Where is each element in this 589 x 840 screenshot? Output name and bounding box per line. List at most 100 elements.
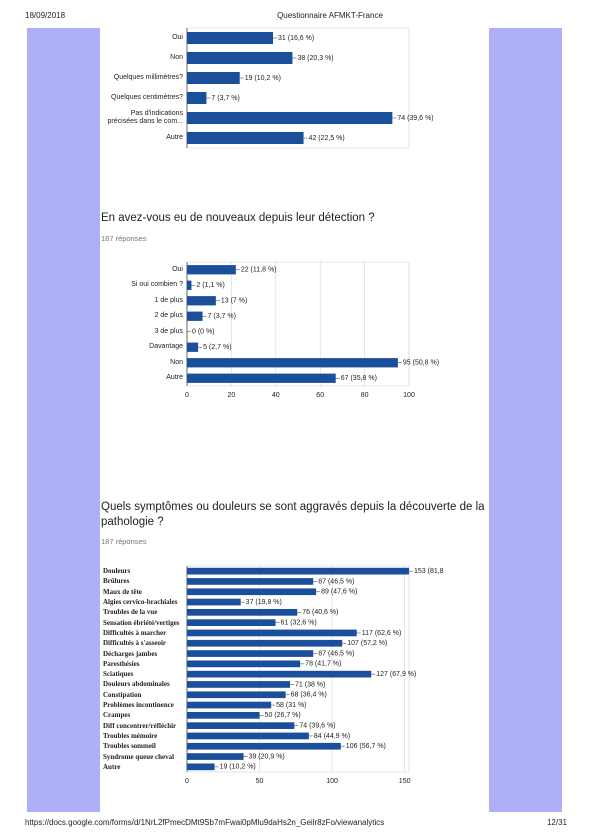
- category-label: Sciatiques: [103, 670, 134, 679]
- bar: [187, 567, 409, 575]
- bar: [187, 72, 240, 84]
- category-label-text: 1 de plus: [154, 296, 183, 304]
- category-label-text: 2 de plus: [154, 312, 183, 320]
- category-label-text: Difficultés à marcher: [103, 628, 167, 637]
- value-label: 42 (22,5 %): [309, 135, 345, 142]
- value-label: 153 (81,8: [414, 568, 444, 575]
- value-label: 37 (19,8 %): [246, 599, 282, 606]
- category-label-text: Troubles mémoire: [103, 731, 158, 740]
- question-title: En avez-vous eu de nouveaux depuis leur …: [101, 212, 375, 224]
- category-label: Quelques millimètres?: [114, 74, 183, 81]
- bar: [187, 112, 393, 124]
- value-label: 87 (46,5 %): [318, 578, 354, 585]
- bar: [187, 660, 301, 668]
- value-label: 95 (50,8 %): [403, 360, 439, 367]
- bar: [187, 588, 317, 596]
- category-label: Algies cervico-brachiales: [103, 598, 178, 607]
- bar: [187, 629, 357, 637]
- value-label: 50 (26,7 %): [265, 712, 301, 719]
- category-label: Difficultés à marcher: [103, 628, 167, 637]
- value-label: 76 (40,6 %): [302, 609, 338, 616]
- bar: [187, 742, 341, 750]
- category-label: 3 de plus: [154, 327, 183, 335]
- value-label: 19 (10,2 %): [220, 764, 256, 771]
- category-label-text: Crampes: [103, 711, 131, 720]
- bar: [187, 619, 276, 626]
- category-label: Autre: [103, 762, 121, 771]
- response-count: 187 réponses: [101, 234, 147, 243]
- value-label: 68 (36,4 %): [291, 692, 327, 699]
- category-label-text: 3 de plus: [154, 327, 183, 335]
- bar: [187, 701, 272, 709]
- value-label: 0 (0 %): [192, 329, 215, 336]
- category-label: Oui: [172, 265, 183, 273]
- bar: [187, 296, 216, 306]
- category-label: Syndrome queue cheval: [103, 752, 175, 761]
- plot-frame: [186, 27, 410, 149]
- x-tick-label: 0: [185, 392, 189, 399]
- value-label: 107 (57,2 %): [347, 640, 387, 647]
- bar: [187, 280, 192, 290]
- x-tick-label: 80: [361, 392, 369, 399]
- category-label-text: Douleurs abdominales: [103, 680, 170, 689]
- value-label: 61 (32,6 %): [281, 619, 317, 626]
- category-label: Autre: [166, 134, 183, 141]
- print-url: https://docs.google.com/forms/d/1NrL2fPm…: [25, 818, 385, 827]
- category-label-text: Pas d'indications précisées dans le com.…: [107, 110, 183, 125]
- category-label: Oui: [172, 34, 183, 41]
- category-label: Autre: [166, 374, 183, 381]
- category-label-text: Autre: [103, 762, 121, 771]
- category-label: Constipation: [103, 691, 142, 699]
- category-label-text: Difficultés à s'asseoir: [103, 639, 166, 648]
- response-count: 187 réponses: [101, 537, 147, 546]
- category-label-text: Diff concentrer/réfléchir: [103, 721, 177, 730]
- bar: [187, 311, 203, 321]
- bar: [187, 681, 291, 688]
- category-label: Troubles mémoire: [103, 731, 158, 740]
- value-label: 7 (3,7 %): [208, 313, 236, 320]
- category-label: Sensation ébriété/vertiges: [103, 619, 179, 627]
- bar: [187, 92, 207, 104]
- category-label-text: Problèmes incontinence: [103, 701, 174, 710]
- value-label: 71 (38 %): [295, 681, 325, 688]
- category-label-text: Algies cervico-brachiales: [103, 598, 178, 607]
- bar: [187, 650, 314, 657]
- bar: [187, 265, 236, 275]
- x-tick-label: 100: [326, 778, 338, 785]
- value-label: 31 (16,6 %): [278, 35, 314, 42]
- category-label: Décharges jambes: [103, 649, 158, 658]
- bar: [187, 32, 274, 44]
- category-label-text: Décharges jambes: [103, 649, 158, 658]
- bar: [187, 753, 244, 760]
- value-label: 38 (20,3 %): [297, 55, 333, 62]
- value-label: 22 (11,8 %): [241, 267, 277, 274]
- category-label: Quelques centimètres?: [111, 94, 183, 101]
- category-label-text: Maux de tête: [103, 587, 142, 596]
- bar: [187, 670, 372, 678]
- print-date: 18/09/2018: [25, 11, 66, 20]
- value-label: 74 (39,6 %): [397, 115, 433, 122]
- category-label-text: Oui: [172, 265, 183, 273]
- category-label: Maux de tête: [103, 587, 142, 596]
- category-label-text: Davantage: [149, 343, 183, 351]
- category-label-text: Quelques centimètres?: [111, 94, 183, 101]
- category-label-text: Oui: [172, 34, 183, 41]
- x-tick-label: 60: [316, 392, 324, 399]
- bar: [187, 342, 199, 352]
- category-label: Pas d'indications précisées dans le com.…: [107, 110, 183, 125]
- category-label-text: Sciatiques: [103, 670, 134, 679]
- bar: [187, 691, 286, 699]
- value-label: 7 (3,7 %): [211, 95, 239, 102]
- category-label-text: Troubles de la vue: [103, 608, 158, 617]
- side-margin: [27, 28, 100, 812]
- bar: [187, 598, 241, 606]
- value-label: 39 (20,9 %): [249, 753, 285, 760]
- value-label: 58 (31 %): [276, 702, 306, 709]
- category-label: Douleurs abdominales: [103, 680, 170, 689]
- value-label: 117 (62,6 %): [362, 630, 402, 637]
- category-label: 2 de plus: [154, 312, 183, 320]
- value-label: 67 (35,8 %): [341, 375, 377, 382]
- x-tick-label: 100: [403, 392, 415, 399]
- category-label-text: Syndrome queue cheval: [103, 752, 175, 761]
